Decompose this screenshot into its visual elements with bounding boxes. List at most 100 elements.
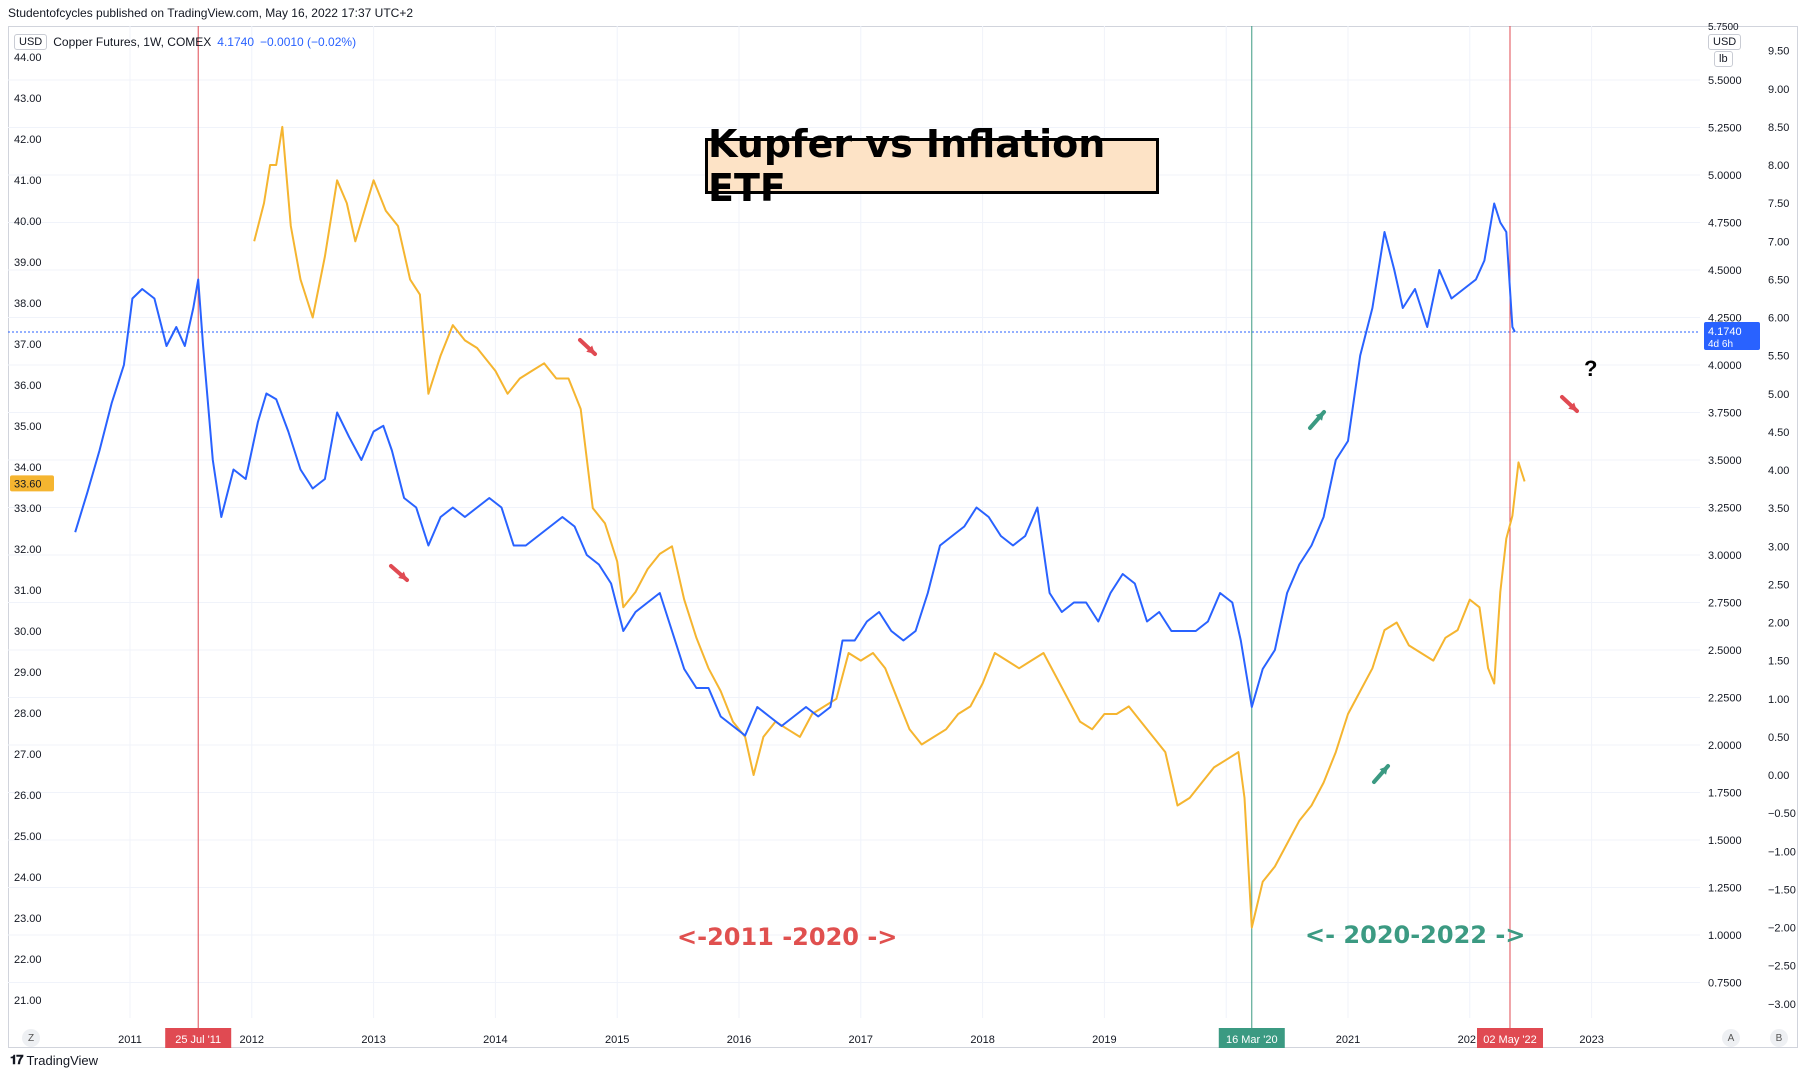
unit-lb-button[interactable]: lb (1714, 51, 1733, 67)
date-marker-label: 16 Mar '20 (1226, 1034, 1278, 1046)
tradingview-logo-icon: 𝟏𝟕 (10, 1052, 24, 1067)
left-axis-tick: 35.00 (14, 421, 42, 433)
date-markers: 25 Jul '11 16 Mar '20 02 May '22 (165, 26, 1543, 1048)
x-axis-tick: 2013 (361, 1034, 385, 1046)
arrow-annotations (389, 338, 1579, 784)
right-axis-tick: 1.00 (1768, 694, 1789, 706)
b-button[interactable]: B (1770, 1029, 1788, 1047)
mid-axis-tick: 5.5000 (1708, 75, 1742, 87)
right-axis-tick: −2.50 (1768, 961, 1796, 973)
left-axis-tick: 32.00 (14, 544, 42, 556)
price-label-sub: 4d 6h (1708, 339, 1733, 350)
right-axis-tick: 1.50 (1768, 656, 1789, 668)
right-axis-tick: −2.00 (1768, 923, 1796, 935)
right-axis-tick: −1.00 (1768, 846, 1796, 858)
right-axis-tick: 4.00 (1768, 465, 1789, 477)
copper-series-line (74, 202, 1516, 737)
price-change: −0.0010 (−0.02%) (260, 35, 357, 49)
right-axis-tick: 0.00 (1768, 770, 1789, 782)
series-lines (74, 125, 1526, 929)
left-axis-tick: 21.00 (14, 995, 42, 1007)
x-axis-tick: 2017 (849, 1034, 873, 1046)
mid-axis-tick: 4.5000 (1708, 265, 1742, 277)
left-axis-tick: 24.00 (14, 872, 42, 884)
left-axis-tick: 28.00 (14, 708, 42, 720)
price-label-badge (1704, 321, 1760, 350)
x-axis-tick: 2015 (605, 1034, 629, 1046)
mid-axis-tick: 2.5000 (1708, 645, 1742, 657)
left-axis-tick: 30.00 (14, 626, 42, 638)
left-axis-tick: 39.00 (14, 257, 42, 269)
price-value: 4.1740 (217, 35, 254, 49)
publish-caption: Studentofcycles published on TradingView… (8, 6, 414, 20)
auto-scale-button[interactable]: A (1722, 1029, 1740, 1047)
left-axis-tick: 38.00 (14, 298, 42, 310)
zoom-button[interactable]: Z (22, 1029, 40, 1047)
right-axis-tick: 7.50 (1768, 198, 1789, 210)
right-axis-tick: −1.50 (1768, 884, 1796, 896)
unit-usd-button[interactable]: USD (1708, 34, 1742, 50)
mid-axis-tick: 0.7500 (1708, 978, 1742, 990)
currency-badge[interactable]: USD (14, 34, 48, 50)
price-label: 4.1740 (1708, 326, 1742, 338)
date-marker-badge (1476, 1028, 1543, 1048)
right-axis-tick: 9.00 (1768, 84, 1789, 96)
mid-axis-tick: 5.2500 (1708, 123, 1742, 135)
left-axis-tick: 44.00 (14, 52, 42, 64)
left-axis-tick: 26.00 (14, 790, 42, 802)
left-value-label: 33.60 (14, 478, 42, 490)
footer: 𝟏𝟕 TradingView (10, 1052, 98, 1068)
right-axis-tick: 8.00 (1768, 160, 1789, 172)
x-axis-tick: 2012 (240, 1034, 264, 1046)
x-axis-tick: 2019 (1092, 1034, 1116, 1046)
x-axis-tick: 2016 (727, 1034, 751, 1046)
right-axis-tick: 6.50 (1768, 274, 1789, 286)
red-arrow-icon-head (1568, 402, 1577, 411)
mid-axis-tick: 3.5000 (1708, 455, 1742, 467)
right-axis-tick: 9.50 (1768, 46, 1789, 58)
question-mark: ? (1584, 356, 1598, 381)
mid-axis-tick: 3.0000 (1708, 550, 1742, 562)
left-axis-tick: 22.00 (14, 954, 42, 966)
left-axis-tick: 37.00 (14, 339, 42, 351)
left-axis-tick: 36.00 (14, 380, 42, 392)
mid-axis-tick: 3.2500 (1708, 503, 1742, 515)
mid-axis-tick: 2.7500 (1708, 598, 1742, 610)
right-axis-tick: −0.50 (1768, 808, 1796, 820)
green-arrow-icon-head (1315, 412, 1324, 421)
right-axis-tick: 3.00 (1768, 541, 1789, 553)
mid-axis-tick-partial: 5.7500 (1708, 22, 1739, 33)
symbol-label[interactable]: Copper Futures, 1W, COMEX (53, 35, 212, 49)
footer-brand[interactable]: TradingView (26, 1052, 99, 1068)
right-axis-tick: 3.50 (1768, 503, 1789, 515)
mid-axis-tick: 1.5000 (1708, 835, 1742, 847)
right-axis-tick: 2.50 (1768, 579, 1789, 591)
right-axis-tick: 5.00 (1768, 389, 1789, 401)
inflation-series-line (253, 125, 1526, 929)
mid-axis-tick: 2.2500 (1708, 693, 1742, 705)
chart-frame (8, 26, 1798, 1048)
green-arrow-icon-head (1379, 766, 1388, 775)
mid-axis-tick: 1.7500 (1708, 788, 1742, 800)
x-axis-tick: 2023 (1579, 1034, 1603, 1046)
x-axis-tick: 2014 (483, 1034, 507, 1046)
right-axis-tick: −3.00 (1768, 999, 1796, 1011)
x-axis-tick: 2018 (970, 1034, 994, 1046)
mid-axis-tick: 3.7500 (1708, 408, 1742, 420)
mid-axis-tick: 5.0000 (1708, 170, 1742, 182)
left-axis-tick: 33.00 (14, 503, 42, 515)
right-axis-tick: 2.00 (1768, 618, 1789, 630)
mid-axis-tick: 4.0000 (1708, 360, 1742, 372)
mid-axis-tick: 4.7500 (1708, 218, 1742, 230)
annotation-2011-2020: <-2011 -2020 -> (677, 923, 898, 951)
right-axis-tick: 0.50 (1768, 732, 1789, 744)
left-axis-tick: 41.00 (14, 175, 42, 187)
left-axis-tick: 34.00 (14, 462, 42, 474)
left-value-badge (10, 475, 54, 492)
right-axis-tick: 7.00 (1768, 236, 1789, 248)
right-axis-tick: 5.50 (1768, 351, 1789, 363)
left-axis-tick: 43.00 (14, 93, 42, 105)
x-axis-partial: 202 (1458, 1034, 1476, 1046)
chart-title: Kupfer vs Inflation ETF (705, 122, 1159, 210)
mid-axis-tick: 2.0000 (1708, 740, 1742, 752)
